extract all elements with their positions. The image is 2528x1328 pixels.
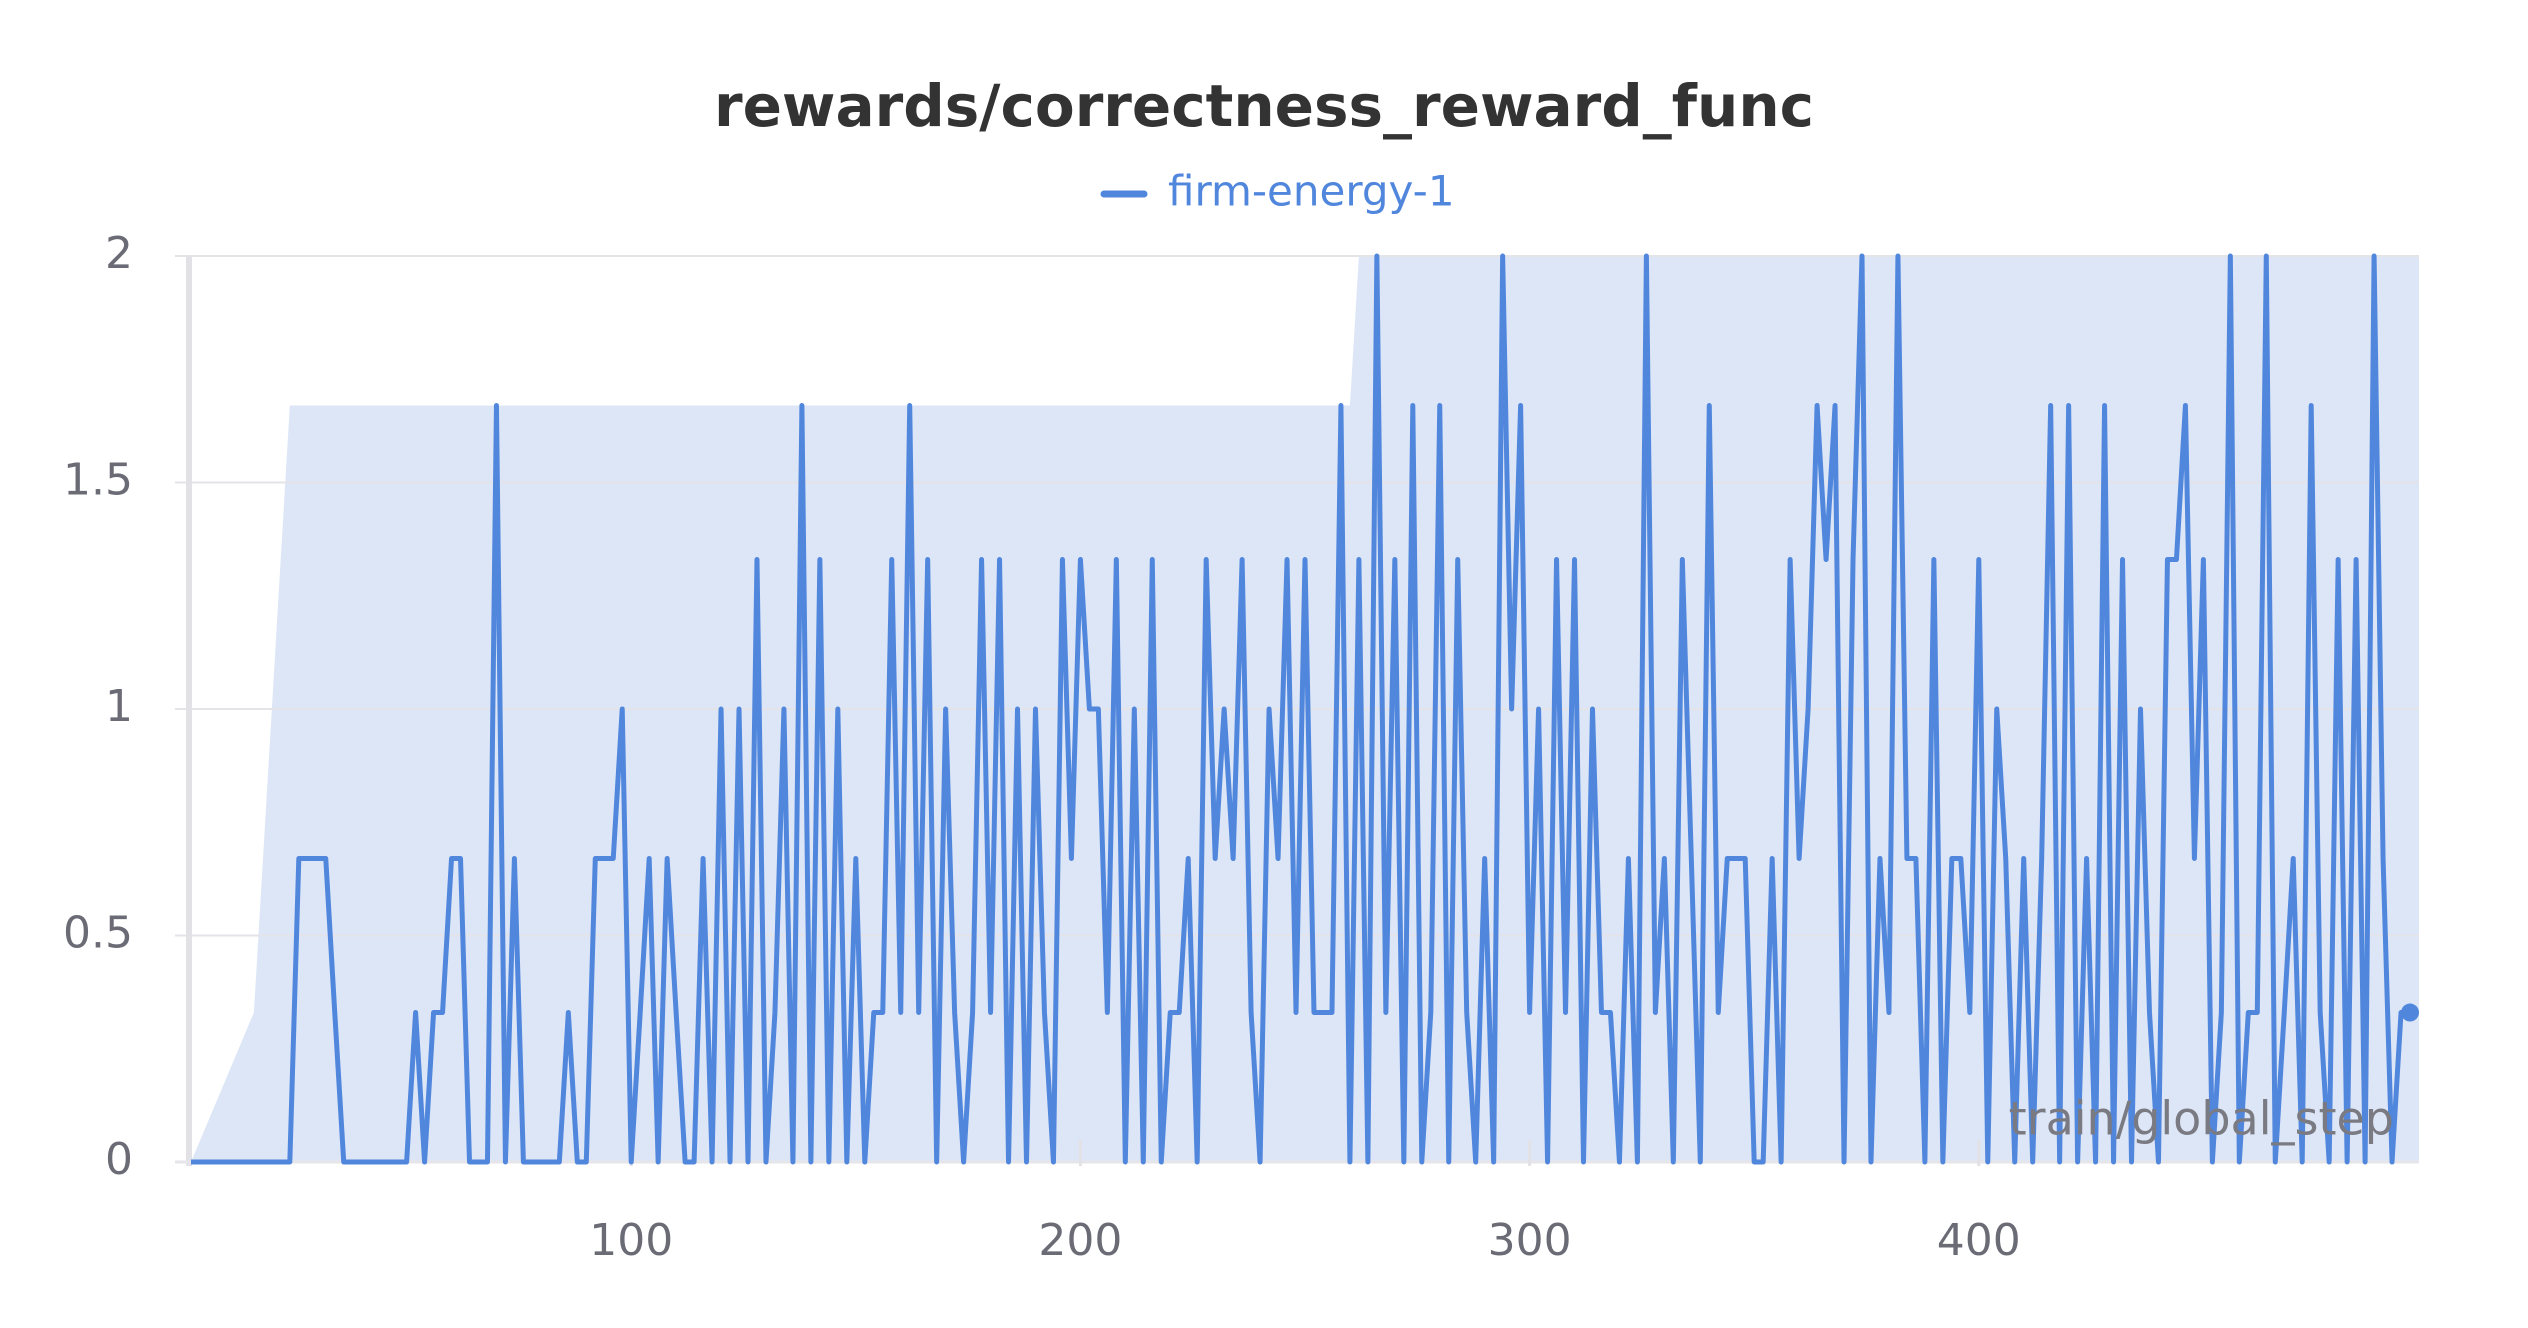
last-point (2401, 1003, 2420, 1022)
x-axis-label: train/global_step (2009, 1092, 2394, 1146)
x-tick-label: 100 (589, 1215, 673, 1266)
chart-title: rewards/correctness_reward_func (714, 72, 1814, 140)
x-tick-label: 400 (1937, 1215, 2021, 1266)
y-tick-label: 1.5 (63, 455, 133, 506)
x-tick-label: 300 (1488, 1215, 1572, 1266)
y-tick-label: 0.5 (63, 908, 133, 959)
series-line (191, 253, 2411, 1165)
x-tick-label: 200 (1038, 1215, 1122, 1266)
legend-label: firm-energy-1 (1168, 167, 1455, 216)
y-tick-label: 1 (105, 681, 133, 732)
y-tick-label: 0 (105, 1134, 133, 1185)
y-tick-label: 2 (105, 228, 133, 279)
